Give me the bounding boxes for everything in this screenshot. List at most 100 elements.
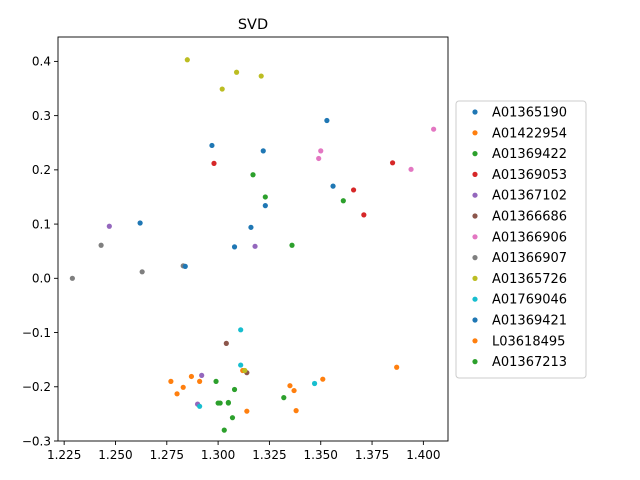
y-tick-label: 0.1 [32,217,51,231]
legend-label: A01369053 [492,168,567,183]
legend-marker [472,317,478,323]
data-point [324,117,330,124]
legend-label: A01366686 [492,210,567,225]
y-tick-label: −0.2 [22,380,51,394]
data-point [209,142,215,149]
data-point [221,427,227,433]
x-tick-label: 1.400 [406,448,440,462]
data-point [311,380,318,387]
legend-label: A01369422 [492,147,567,162]
data-point [219,86,225,92]
legend-label: A01769046 [492,293,567,308]
chart-title: SVD [238,17,268,33]
data-point [389,160,396,166]
x-tick-label: 1.325 [252,448,286,462]
y-axis: −0.3 −0.2 −0.1 0.0 0.1 0.2 0.3 0.4 [22,55,58,448]
x-tick-label: 1.350 [304,448,338,462]
legend-marker [472,275,478,281]
data-point [139,269,145,275]
data-point [350,187,357,193]
legend-label: L03618495 [492,334,565,349]
x-tick-label: 1.225 [47,448,81,462]
data-point [262,203,268,209]
data-point [233,69,240,75]
data-point [252,243,258,249]
legend-marker [472,171,478,177]
data-point [262,194,268,200]
x-tick-label: 1.250 [98,448,132,462]
x-tick-label: 1.300 [201,448,235,462]
x-tick-label: 1.275 [150,448,184,462]
legend-label: A01365726 [492,272,567,287]
legend-label: A01367102 [492,189,567,204]
data-point [211,160,217,166]
data-point [340,198,346,204]
legend-marker [472,255,478,261]
y-tick-label: −0.3 [22,434,51,448]
legend-marker [472,151,478,157]
data-point [168,378,174,384]
legend-box [455,100,587,379]
x-tick-label: 1.375 [355,448,389,462]
data-point [213,378,219,384]
y-tick-label: 0.4 [32,55,51,69]
data-point [231,386,238,393]
data-point [69,275,75,281]
legend-label: A01366906 [492,230,567,245]
data-point [199,372,205,378]
data-point [106,223,112,229]
legend-marker [472,213,478,219]
legend-label: A01369421 [492,314,567,329]
data-point [244,408,250,414]
legend-marker [472,296,478,302]
data-point [238,362,244,368]
data-point [260,148,266,154]
data-point [215,400,221,406]
data-point [223,340,229,346]
legend-label: A01366907 [492,251,567,266]
data-point [431,126,437,132]
data-point [182,263,188,269]
data-point [394,364,400,370]
data-point [287,383,293,389]
data-point [258,73,264,79]
data-point [174,391,180,397]
legend-label: A01365190 [492,106,567,121]
legend-marker [472,130,478,136]
data-point [137,220,143,226]
plot-frame [57,36,449,442]
data-point [225,400,231,406]
data-point [293,408,299,414]
data-point [231,244,238,250]
y-tick-label: 0.2 [32,163,51,177]
y-tick-label: 0.0 [32,272,51,286]
plot-area [57,36,449,442]
data-point [289,242,295,248]
data-point [188,373,195,380]
data-point [361,212,367,218]
y-tick-label: 0.3 [32,109,51,123]
data-point [180,384,186,390]
data-point [248,224,254,230]
data-point [320,376,326,382]
legend-marker [472,359,478,365]
legend-marker [472,338,478,344]
data-point [316,155,322,162]
data-point [281,395,287,401]
legend: A01365190 A01422954 A01369422 A01369053 A013… [455,100,587,379]
data-point [291,387,297,394]
data-point [229,415,236,421]
legend-marker [472,109,478,115]
data-point [184,57,190,63]
data-point [330,183,336,189]
y-tick-label: −0.1 [22,326,51,340]
data-point [318,148,324,154]
data-point [238,327,244,333]
data-point [408,166,414,172]
data-point [98,242,104,248]
data-point [197,403,203,409]
legend-label: A01367213 [492,355,567,370]
legend-label: A01422954 [492,126,567,141]
data-point [242,367,248,374]
